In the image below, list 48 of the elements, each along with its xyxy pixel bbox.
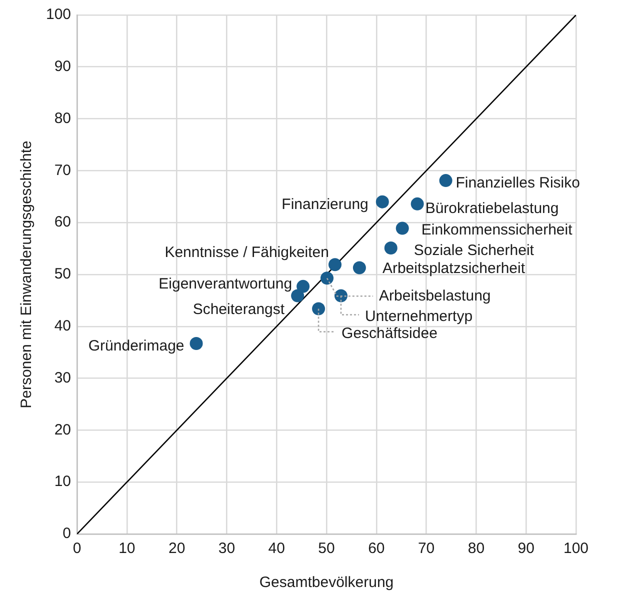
- annotation: Eigenverantwortung: [158, 276, 292, 293]
- annotation: Unternehmertyp: [364, 308, 473, 325]
- x-tick-label: 80: [468, 540, 485, 558]
- x-tick-label: 10: [118, 540, 136, 558]
- x-tick-label: 70: [418, 540, 435, 558]
- annotation: Kenntnisse / Fähigkeiten: [164, 244, 329, 261]
- annotation: Arbeitsplatzsicherheit: [382, 260, 526, 277]
- y-tick-label: 20: [54, 421, 72, 438]
- x-tick-label: 90: [518, 540, 534, 558]
- point: [376, 195, 389, 208]
- point: [328, 258, 342, 272]
- annotation: Finanzierung: [282, 196, 368, 213]
- y-tick-label: 40: [54, 318, 72, 335]
- y-tick-label: 80: [54, 110, 72, 127]
- x-tick-label: 30: [218, 540, 236, 558]
- point: [190, 337, 203, 350]
- y-axis-title: Personen mit Einwanderungsgeschichte: [18, 140, 36, 408]
- point: [291, 289, 304, 302]
- x-tick-label: 20: [168, 540, 186, 558]
- point: [439, 174, 452, 188]
- point: [352, 261, 366, 274]
- annotation: Finanzielles Risiko: [456, 174, 580, 192]
- y-tick-label: 60: [54, 214, 72, 231]
- point: [320, 272, 334, 285]
- x-tick-label: 100: [563, 540, 589, 558]
- annotation: Bürokratiebelastung: [425, 200, 559, 218]
- point: [312, 302, 326, 316]
- annotation: Gründerimage: [88, 338, 184, 355]
- y-tick-label: 0: [62, 525, 72, 542]
- annotation: Scheiterangst: [192, 300, 286, 318]
- annotation: Einkommenssicherheit: [421, 221, 574, 238]
- point: [384, 242, 398, 255]
- x-tick-label: 40: [268, 540, 285, 558]
- point: [410, 197, 424, 210]
- annotation: Arbeitsbelastung: [379, 287, 491, 304]
- y-tick-label: 50: [54, 266, 72, 283]
- y-tick-label: 10: [54, 473, 72, 490]
- annotation: Soziale Sicherheit: [414, 242, 535, 260]
- y-tick-label: 30: [54, 369, 72, 386]
- y-tick-label: 90: [54, 58, 72, 76]
- y-tick-label: 70: [54, 162, 72, 179]
- x-tick-label: 60: [368, 540, 385, 558]
- x-tick-label: 50: [318, 540, 335, 558]
- point: [296, 280, 310, 293]
- point: [396, 222, 409, 235]
- y-tick-label: 100: [46, 6, 72, 24]
- x-axis-title: Gesamtbevölkerung: [259, 574, 394, 592]
- annotation: Geschäftsidee: [342, 324, 438, 342]
